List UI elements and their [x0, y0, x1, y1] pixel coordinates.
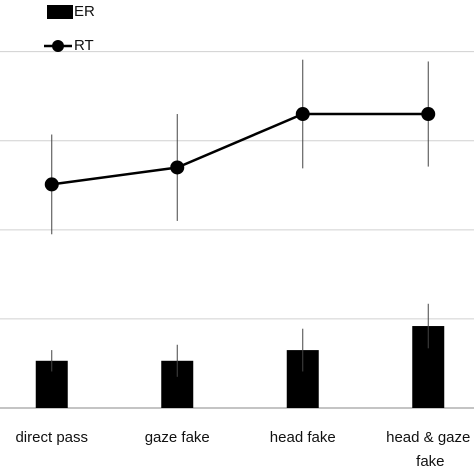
- line: [51, 112, 429, 186]
- legend-label: ER: [74, 3, 95, 20]
- x-tick-label: direct pass: [15, 429, 88, 446]
- marker: [44, 177, 59, 192]
- marker: [421, 107, 436, 122]
- x-tick-label: head & gaze fake: [386, 429, 470, 470]
- legend-swatch: [47, 5, 73, 19]
- marker: [295, 107, 310, 122]
- x-tick-label: head fake: [270, 429, 336, 446]
- label-line: head & gaze: [386, 429, 470, 446]
- legend-label: RT: [74, 37, 94, 54]
- label-line: fake: [412, 453, 445, 470]
- x-tick-label: gaze fake: [145, 429, 210, 446]
- marker: [170, 160, 185, 175]
- legend-swatch: [52, 40, 64, 52]
